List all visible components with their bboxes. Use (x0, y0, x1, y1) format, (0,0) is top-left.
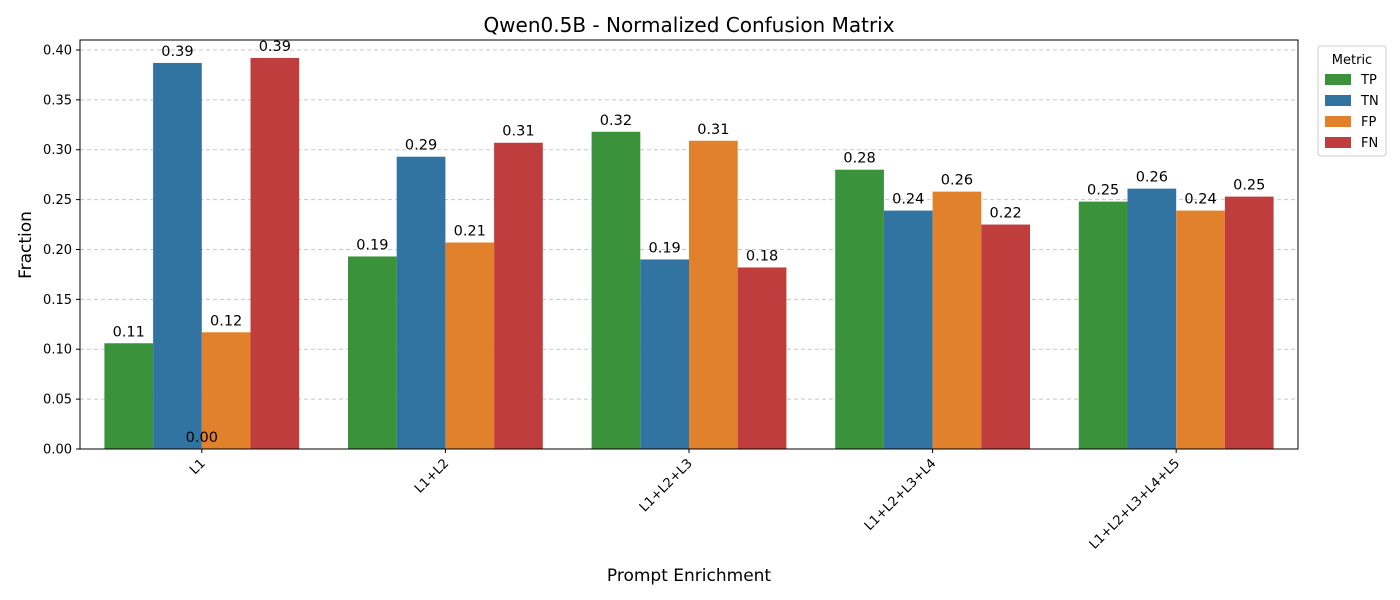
x-tick-label: L1 (187, 456, 209, 478)
bar-fn (737, 267, 787, 449)
bar-tn (640, 259, 689, 449)
bar-tp (104, 343, 154, 449)
bar-tp (591, 131, 641, 449)
data-label: 0.21 (454, 224, 486, 240)
bar-fp (201, 332, 251, 449)
annotations: 0.00 (186, 430, 218, 446)
bar-fn (981, 224, 1030, 449)
data-label: 0.26 (941, 173, 973, 189)
zero-annotation: 0.00 (186, 430, 218, 446)
data-label: 0.25 (1233, 178, 1265, 194)
data-label: 0.28 (843, 151, 875, 167)
y-tick-label: 0.05 (43, 393, 72, 408)
bar-tp (348, 256, 397, 449)
bar-tn (396, 156, 446, 449)
legend-swatch-tp (1325, 74, 1351, 85)
x-tick-label: L1+L2+L3+L4+L5 (1087, 456, 1183, 552)
x-tick-label: L1+L2 (412, 456, 452, 496)
data-label: 0.19 (649, 240, 681, 256)
y-tick-label: 0.25 (43, 193, 72, 208)
data-label: 0.24 (892, 192, 924, 208)
y-axis-label: Fraction (16, 211, 36, 279)
data-label: 0.29 (405, 138, 437, 154)
data-label: 0.24 (1184, 192, 1216, 208)
y-axis: 0.00 0.05 0.10 0.15 0.20 0.25 0.30 0.35 0.40 (43, 43, 80, 458)
y-tick-label: 0.15 (43, 293, 72, 308)
x-axis: L1 L1+L2 L1+L2+L3 L1+L2+L3+L4 L1+L2+L3+L4+L5 (187, 449, 1183, 552)
x-tick-label: L1+L2+L3 (637, 456, 696, 515)
data-label: 0.32 (600, 113, 632, 129)
legend-items: TP TN FP FN (1325, 73, 1379, 151)
data-label: 0.12 (210, 313, 242, 329)
bar-fn (250, 57, 300, 450)
legend-label-fn: FN (1361, 136, 1378, 151)
legend: Metric TP TN FP FN (1317, 45, 1387, 157)
data-label: 0.31 (502, 124, 534, 140)
data-label: 0.22 (990, 206, 1022, 222)
data-label: 0.39 (161, 44, 193, 60)
legend-label-tn: TN (1360, 94, 1379, 109)
chart-title: Qwen0.5B - Normalized Confusion Matrix (483, 13, 894, 37)
x-axis-label: Prompt Enrichment (607, 566, 772, 586)
bar-tp (835, 169, 884, 449)
legend-swatch-fn (1325, 137, 1351, 148)
data-label: 0.11 (113, 324, 145, 340)
y-tick-label: 0.30 (43, 143, 72, 158)
bar-tn (1127, 188, 1177, 449)
data-label: 0.31 (697, 122, 729, 138)
bar-fp (445, 242, 495, 449)
data-label: 0.18 (746, 248, 778, 264)
data-label: 0.39 (259, 39, 291, 55)
bar-tp (1078, 201, 1128, 449)
y-tick-label: 0.40 (43, 43, 72, 58)
legend-swatch-fp (1325, 116, 1351, 127)
bar-fn (494, 142, 543, 449)
data-label: 0.25 (1087, 183, 1119, 199)
bar-fp (932, 191, 982, 449)
bar-fp (689, 140, 738, 449)
legend-label-tp: TP (1360, 73, 1377, 88)
legend-swatch-tn (1325, 95, 1351, 106)
data-label: 0.26 (1136, 170, 1168, 186)
legend-label-fp: FP (1361, 115, 1376, 130)
bars (104, 57, 1274, 450)
data-labels: 0.11 0.39 0.12 0.39 0.19 0.29 0.21 0.31 0.32 0.19… (113, 39, 1266, 340)
legend-title: Metric (1332, 53, 1372, 68)
legend-frame (1317, 45, 1387, 157)
y-tick-label: 0.00 (43, 443, 72, 458)
y-tick-label: 0.10 (43, 343, 72, 358)
bar-tn (153, 62, 202, 449)
bar-fp (1176, 210, 1225, 449)
bar-fn (1224, 196, 1274, 449)
y-tick-label: 0.20 (43, 243, 72, 258)
x-tick-label: L1+L2+L3+L4 (862, 456, 940, 534)
data-label: 0.19 (356, 237, 388, 253)
bar-tn (883, 210, 933, 449)
y-tick-label: 0.35 (43, 93, 72, 108)
